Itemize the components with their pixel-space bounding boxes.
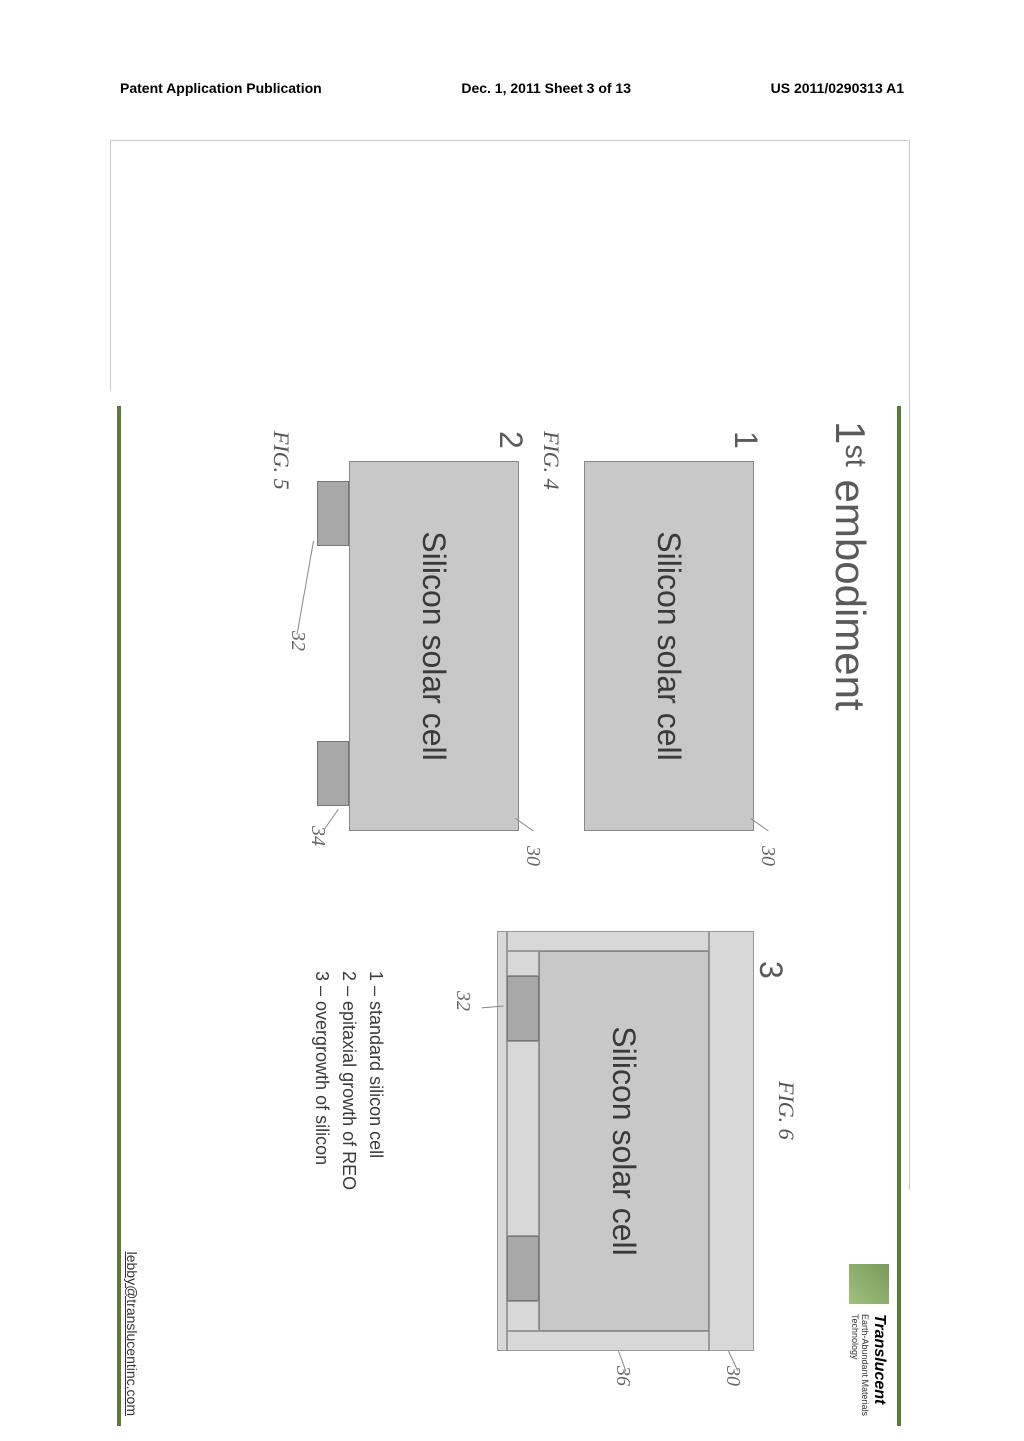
- leader-34: [324, 809, 339, 830]
- overgrowth-bar-top: [709, 931, 754, 1351]
- rotated-slide-container: Translucent Earth-Abundant Materials Tec…: [0, 391, 909, 1189]
- legend-line-3: 3 – overgrowth of silicon: [308, 971, 335, 1190]
- footer-email-link: lebby@translucentinc.com: [124, 1252, 140, 1416]
- callout-30-b: 30: [521, 846, 544, 866]
- fig-5-label: FIG. 5: [268, 431, 294, 490]
- silicon-cell-box-2: Silicon solar cell: [349, 461, 519, 831]
- silicon-cell-box-3: Silicon solar cell: [539, 951, 709, 1331]
- overgrowth-fill-2: [507, 1041, 539, 1236]
- overgrowth-fill-3: [507, 1301, 539, 1331]
- logo-tagline-1: Earth-Abundant Materials: [860, 1314, 870, 1416]
- diagram-step-2: 2 Silicon solar cell 30 32 34: [299, 431, 519, 851]
- callout-30-a: 30: [756, 846, 779, 866]
- presentation-slide: Translucent Earth-Abundant Materials Tec…: [109, 391, 909, 1441]
- fig-4-label: FIG. 4: [538, 431, 564, 490]
- silicon-cell-box-1: Silicon solar cell: [584, 461, 754, 831]
- logo-text-block: Translucent Earth-Abundant Materials Tec…: [850, 1314, 888, 1416]
- reo-box-3b: [507, 1236, 539, 1301]
- step-1-number: 1: [727, 431, 764, 449]
- diagram-step-3: 3 FIG. 6 Silicon solar cell 30 36 32: [494, 921, 754, 1381]
- callout-32-b: 32: [451, 991, 474, 1011]
- reo-box-2b: [317, 741, 349, 806]
- callout-30-c: 30: [721, 1366, 744, 1386]
- header-left-text: Patent Application Publication: [120, 80, 322, 96]
- slide-bottom-rule: [117, 406, 121, 1426]
- logo-tagline-2: Technology: [850, 1314, 860, 1416]
- logo-name: Translucent: [870, 1314, 888, 1416]
- header-center-text: Dec. 1, 2011 Sheet 3 of 13: [461, 80, 631, 96]
- legend-line-1: 1 – standard silicon cell: [362, 971, 389, 1190]
- header-right-text: US 2011/0290313 A1: [771, 80, 904, 96]
- slide-top-rule: [897, 406, 901, 1426]
- step-3-number: 3: [752, 961, 789, 979]
- legend: 1 – standard silicon cell 2 – epitaxial …: [308, 971, 389, 1190]
- overgrowth-fill-1: [507, 951, 539, 976]
- callout-36: 36: [611, 1366, 634, 1386]
- slide-title: 1ˢᵗ embodiment: [826, 421, 874, 711]
- callout-34: 34: [306, 826, 329, 846]
- fig-6-label: FIG. 6: [773, 1081, 799, 1140]
- leader-32-a: [297, 541, 314, 635]
- page-header: Patent Application Publication Dec. 1, 2…: [0, 80, 1024, 96]
- diagram-step-1: 1 Silicon solar cell 30: [574, 431, 754, 851]
- overgrowth-bar-left: [507, 931, 709, 951]
- reo-box-2a: [317, 481, 349, 546]
- logo-icon: [849, 1264, 889, 1304]
- figure-frame: Translucent Earth-Abundant Materials Tec…: [110, 140, 910, 1190]
- overgrowth-bar-right: [507, 1331, 709, 1351]
- legend-line-2: 2 – epitaxial growth of REO: [335, 971, 362, 1190]
- step-2-number: 2: [492, 431, 529, 449]
- overgrowth-bar-bottom: [497, 931, 507, 1351]
- company-logo: Translucent Earth-Abundant Materials Tec…: [849, 1264, 889, 1416]
- reo-box-3a: [507, 976, 539, 1041]
